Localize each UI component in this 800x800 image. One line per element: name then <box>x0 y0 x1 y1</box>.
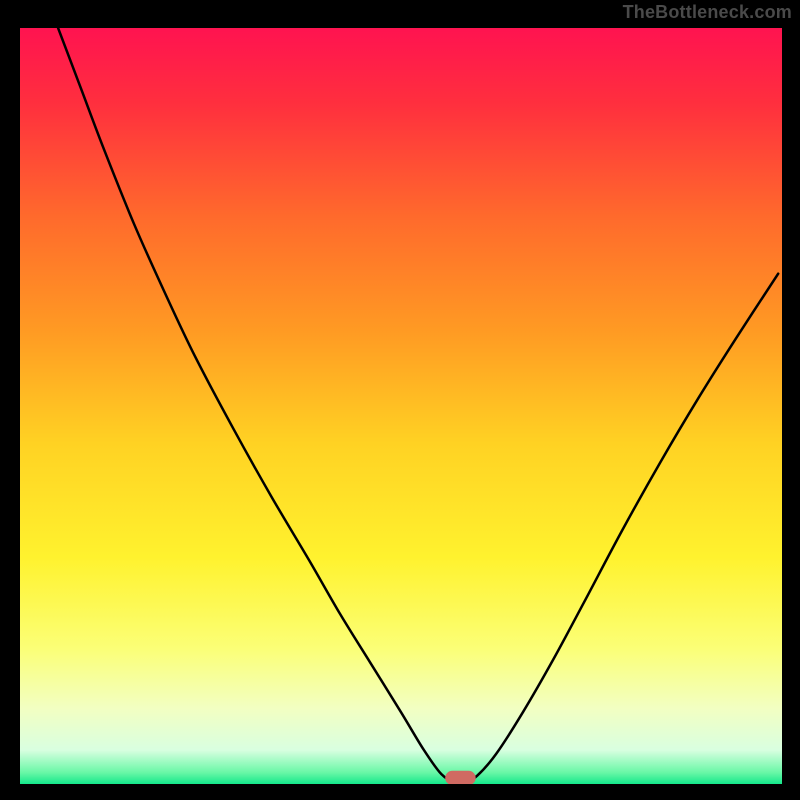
gradient-background <box>20 28 782 784</box>
optimum-marker <box>445 771 475 784</box>
chart-frame: TheBottleneck.com <box>0 0 800 800</box>
plot-area <box>20 28 782 784</box>
watermark-text: TheBottleneck.com <box>623 2 792 23</box>
plot-svg <box>20 28 782 784</box>
